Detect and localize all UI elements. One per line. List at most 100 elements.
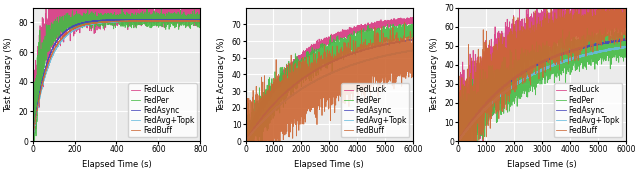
FedPer: [493, 90, 501, 92]
FedLuck: [282, 76, 290, 78]
FedPer: [242, 140, 250, 142]
FedBuff: [282, 90, 289, 92]
Line: FedBuff: FedBuff: [246, 22, 413, 141]
FedLuck: [29, 140, 36, 142]
FedAsync: [622, 38, 630, 40]
FedAsync: [495, 90, 503, 93]
FedBuff: [317, 92, 324, 94]
FedLuck: [305, 54, 312, 56]
FedAvg+Topk: [518, 79, 525, 81]
FedPer: [183, 20, 191, 22]
FedBuff: [109, 21, 116, 23]
FedAvg+Topk: [409, 49, 417, 51]
Line: FedAsync: FedAsync: [458, 39, 626, 141]
FedAsync: [191, 19, 199, 21]
FedAvg+Topk: [100, 21, 108, 24]
FedBuff: [621, 26, 628, 28]
FedAvg+Topk: [495, 96, 502, 98]
FedAsync: [29, 138, 37, 140]
Line: FedAsync: FedAsync: [33, 19, 200, 139]
FedBuff: [99, 21, 107, 23]
FedLuck: [408, 21, 416, 23]
FedLuck: [317, 45, 324, 47]
FedAsync: [183, 19, 191, 21]
FedBuff: [29, 138, 36, 140]
FedAvg+Topk: [282, 99, 289, 102]
FedAvg+Topk: [150, 20, 158, 22]
FedPer: [602, 27, 609, 29]
FedAsync: [317, 67, 324, 69]
FedLuck: [410, 20, 417, 22]
FedBuff: [305, 73, 312, 75]
FedLuck: [151, 11, 159, 13]
FedAvg+Topk: [530, 73, 538, 75]
FedBuff: [100, 21, 108, 23]
FedAsync: [454, 140, 462, 142]
FedAsync: [454, 140, 462, 142]
Line: FedAsync: FedAsync: [246, 39, 413, 141]
Y-axis label: Test Accuracy (%): Test Accuracy (%): [217, 37, 226, 112]
FedPer: [518, 75, 525, 77]
FedAsync: [109, 19, 116, 21]
FedAsync: [242, 140, 250, 142]
FedAvg+Topk: [29, 139, 36, 141]
Legend: FedLuck, FedPer, FedAsync, FedAvg+Topk, FedBuff: FedLuck, FedPer, FedAsync, FedAvg+Topk, …: [129, 83, 196, 137]
FedAvg+Topk: [317, 77, 324, 79]
FedAvg+Topk: [281, 100, 289, 102]
FedAvg+Topk: [99, 22, 107, 24]
Line: FedBuff: FedBuff: [458, 0, 626, 141]
FedAvg+Topk: [109, 21, 116, 23]
FedPer: [408, 34, 416, 37]
FedBuff: [530, 48, 538, 51]
FedAsync: [175, 18, 182, 20]
FedAvg+Topk: [454, 140, 462, 142]
Y-axis label: Test Accuracy (%): Test Accuracy (%): [430, 37, 439, 112]
FedPer: [196, 19, 204, 21]
FedAsync: [282, 92, 289, 94]
FedPer: [410, 27, 417, 29]
FedPer: [401, 23, 409, 25]
FedLuck: [518, 18, 525, 20]
FedAsync: [280, 92, 288, 94]
FedLuck: [495, 61, 503, 63]
FedBuff: [408, 55, 416, 57]
FedAsync: [410, 39, 417, 41]
Line: FedAvg+Topk: FedAvg+Topk: [246, 50, 413, 141]
Line: FedPer: FedPer: [33, 7, 200, 141]
FedAvg+Topk: [495, 95, 503, 97]
FedLuck: [109, 16, 116, 18]
Line: FedLuck: FedLuck: [33, 0, 200, 141]
FedBuff: [495, 53, 503, 55]
FedLuck: [99, 5, 107, 7]
FedAvg+Topk: [242, 139, 250, 142]
Line: FedLuck: FedLuck: [458, 0, 626, 141]
Line: FedPer: FedPer: [246, 24, 413, 141]
FedPer: [495, 104, 503, 106]
FedAsync: [305, 73, 312, 75]
FedPer: [622, 38, 630, 40]
FedLuck: [242, 135, 250, 138]
FedPer: [29, 140, 36, 142]
FedBuff: [622, 28, 630, 30]
X-axis label: Elapsed Time (s): Elapsed Time (s): [508, 160, 577, 169]
FedAvg+Topk: [196, 20, 204, 22]
FedLuck: [242, 140, 250, 142]
FedAvg+Topk: [242, 140, 250, 142]
FedAsync: [530, 65, 538, 67]
FedAsync: [518, 73, 525, 75]
Legend: FedLuck, FedPer, FedAsync, FedAvg+Topk, FedBuff: FedLuck, FedPer, FedAsync, FedAvg+Topk, …: [341, 83, 410, 137]
FedPer: [282, 82, 290, 84]
FedPer: [99, 27, 107, 29]
FedBuff: [280, 93, 288, 95]
Line: FedPer: FedPer: [458, 28, 626, 141]
FedLuck: [196, 12, 204, 14]
FedBuff: [454, 140, 462, 142]
FedPer: [109, 15, 116, 17]
FedPer: [29, 138, 36, 140]
FedPer: [454, 138, 462, 140]
FedLuck: [281, 71, 289, 74]
FedAvg+Topk: [191, 20, 199, 22]
Line: FedLuck: FedLuck: [246, 17, 413, 141]
FedBuff: [410, 59, 417, 61]
Line: FedBuff: FedBuff: [33, 21, 200, 139]
